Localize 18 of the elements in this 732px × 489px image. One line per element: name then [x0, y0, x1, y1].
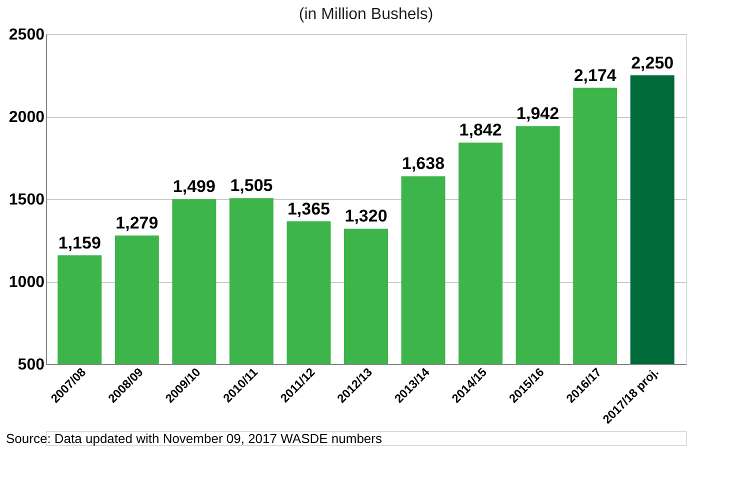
data-label: 1,842 [459, 120, 502, 140]
data-label: 1,159 [58, 233, 101, 252]
data-label: 1,320 [344, 206, 388, 226]
data-label: 2,174 [574, 66, 617, 85]
y-tick-label: 2500 [8, 26, 45, 44]
data-label: 1,505 [230, 176, 273, 196]
data-label: 1,499 [172, 177, 216, 196]
data-label: 1,942 [516, 104, 560, 124]
data-label: 1,365 [287, 199, 330, 218]
data-label: 2,250 [631, 53, 674, 72]
y-tick-label: 500 [18, 356, 45, 374]
data-label: 1,279 [116, 213, 158, 232]
y-tick-label: 1000 [8, 274, 45, 291]
data-label: 1,638 [402, 154, 445, 174]
chart-subtitle: (in Million Bushels) [298, 6, 434, 23]
y-tick-label: 1500 [8, 192, 45, 208]
y-tick-label: 2000 [8, 109, 45, 126]
source-note: Source: Data updated with November 09, 2017 WASDE numbers [6, 431, 382, 446]
